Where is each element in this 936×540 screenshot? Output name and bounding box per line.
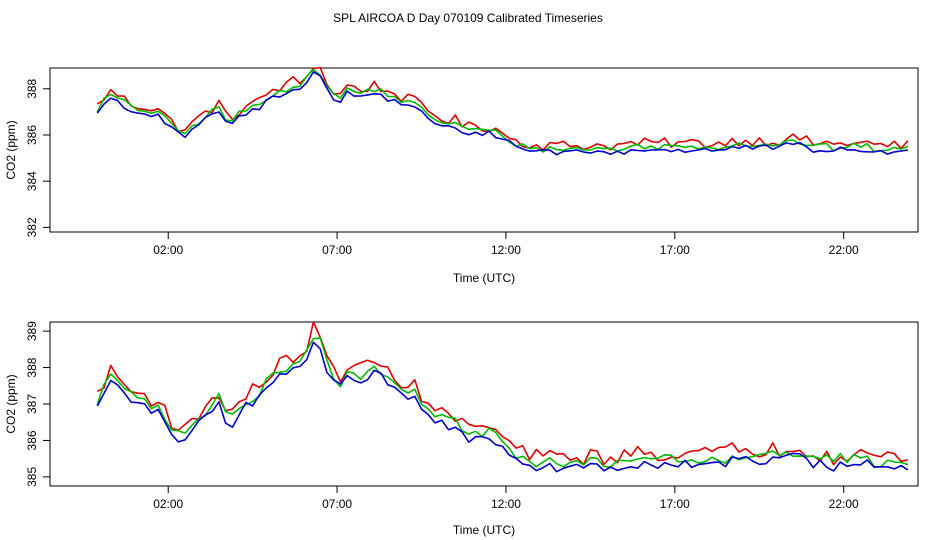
- x-axis-label: Time (UTC): [453, 523, 515, 537]
- y-tick-label: 389: [25, 321, 39, 341]
- y-tick-label: 382: [25, 217, 39, 237]
- y-tick-label: 386: [25, 430, 39, 450]
- series-line-red: [96, 66, 909, 151]
- y-tick-label: 385: [25, 467, 39, 487]
- figure-title: SPL AIRCOA D Day 070109 Calibrated Times…: [333, 11, 603, 25]
- x-tick-label: 22:00: [829, 497, 859, 511]
- x-tick-label: 12:00: [491, 243, 521, 257]
- y-axis: 382 384 386 388: [25, 78, 50, 237]
- y-tick-label: 387: [25, 394, 39, 414]
- x-tick-label: 07:00: [322, 497, 352, 511]
- x-axis: 02:00 07:00 12:00 17:00 22:00: [153, 486, 859, 511]
- x-tick-label: 12:00: [491, 497, 521, 511]
- chart-panel-top: 02:00 07:00 12:00 17:00 22:00 382 384 386 388 T…: [4, 66, 919, 285]
- plot-frame: [49, 67, 919, 233]
- x-axis: 02:00 07:00 12:00 17:00 22:00: [153, 232, 859, 257]
- y-tick-label: 386: [25, 125, 39, 145]
- x-tick-label: 02:00: [153, 497, 183, 511]
- x-tick-label: 17:00: [660, 497, 690, 511]
- series-line-green: [96, 337, 909, 468]
- x-axis-label: Time (UTC): [453, 271, 515, 285]
- series-line-blue: [96, 341, 909, 473]
- x-tick-label: 02:00: [153, 243, 183, 257]
- y-tick-label: 384: [25, 171, 39, 191]
- series-group: [96, 321, 909, 473]
- series-group: [96, 66, 909, 156]
- x-tick-label: 22:00: [829, 243, 859, 257]
- y-axis: 385 386 387 388 389: [25, 321, 50, 487]
- y-tick-label: 388: [25, 78, 39, 98]
- y-tick-label: 388: [25, 357, 39, 377]
- y-axis-label: CO2 (ppm): [4, 374, 18, 433]
- x-tick-label: 07:00: [322, 243, 352, 257]
- x-tick-label: 17:00: [660, 243, 690, 257]
- series-line-green: [96, 68, 909, 153]
- plot-frame: [49, 321, 919, 487]
- y-axis-label: CO2 (ppm): [4, 120, 18, 179]
- chart-panel-bottom: 02:00 07:00 12:00 17:00 22:00 38538638738838…: [4, 321, 919, 537]
- series-line-red: [96, 321, 909, 466]
- series-line-blue: [96, 71, 909, 156]
